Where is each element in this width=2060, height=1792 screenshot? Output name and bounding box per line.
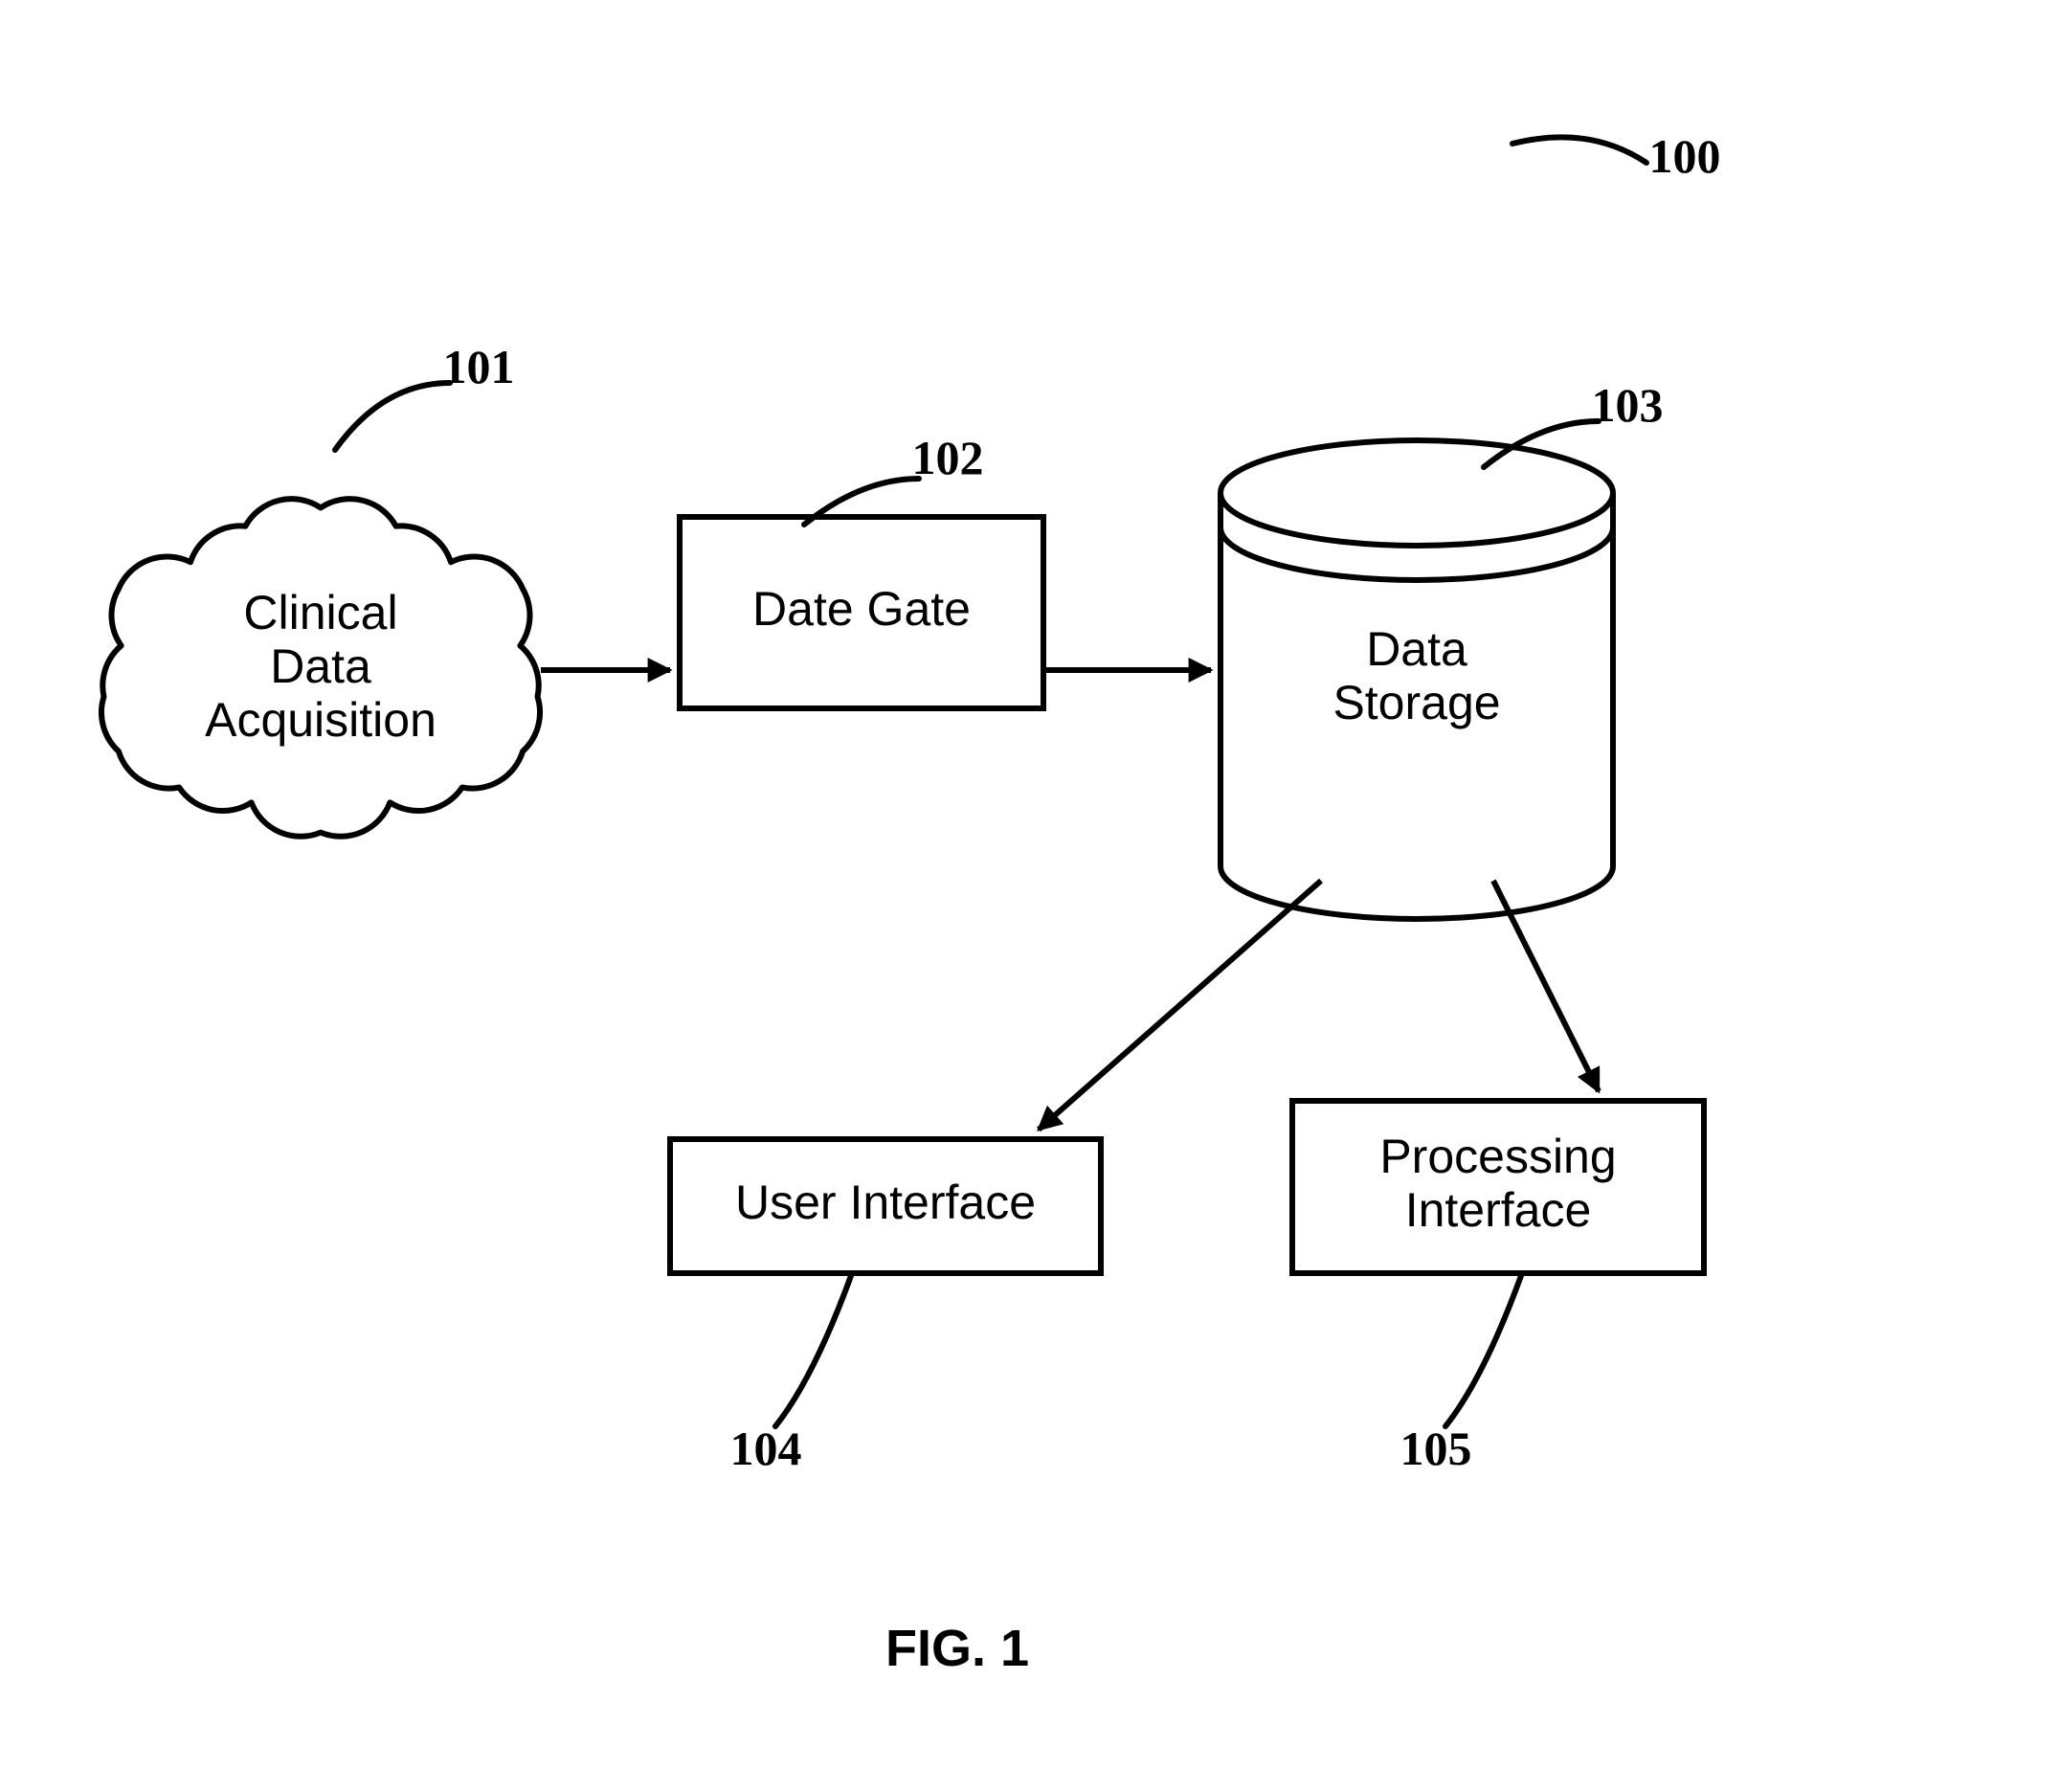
figure-label: FIG. 1 <box>885 1620 1029 1677</box>
ref-104: 104 <box>730 1422 802 1475</box>
cloud-label-line: Acquisition <box>205 693 437 747</box>
cloud-label-line: Data <box>270 639 371 693</box>
ref-101: 101 <box>443 340 515 393</box>
ref-103: 103 <box>1592 378 1664 432</box>
date-gate-label: Date Gate <box>752 582 971 636</box>
leader-l101 <box>335 383 450 450</box>
ref-102: 102 <box>912 431 984 484</box>
box-processing-interface: ProcessingInterface <box>1292 1101 1704 1273</box>
ref-105: 105 <box>1400 1422 1472 1475</box>
ref-100: 100 <box>1649 129 1721 183</box>
leader-l100 <box>1512 137 1646 163</box>
user-interface-label: User Interface <box>735 1176 1036 1229</box>
leader-l105 <box>1445 1273 1522 1426</box>
processing-interface-label-line: Processing <box>1379 1130 1616 1183</box>
leader-l104 <box>775 1273 852 1426</box>
arrow-storage_to_proc <box>1493 881 1599 1091</box>
cylinder-data-storage: DataStorage <box>1220 440 1613 919</box>
storage-label-line: Data <box>1366 622 1467 676</box>
cloud-label-line: Clinical <box>243 586 397 639</box>
processing-interface-label-line: Interface <box>1405 1183 1592 1237</box>
box-date-gate: Date Gate <box>680 517 1043 708</box>
cloud-clinical-data-acquisition: ClinicalDataAcquisition <box>101 499 540 837</box>
arrow-storage_to_ui <box>1039 881 1321 1130</box>
box-user-interface: User Interface <box>670 1139 1101 1273</box>
storage-label-line: Storage <box>1332 676 1500 729</box>
